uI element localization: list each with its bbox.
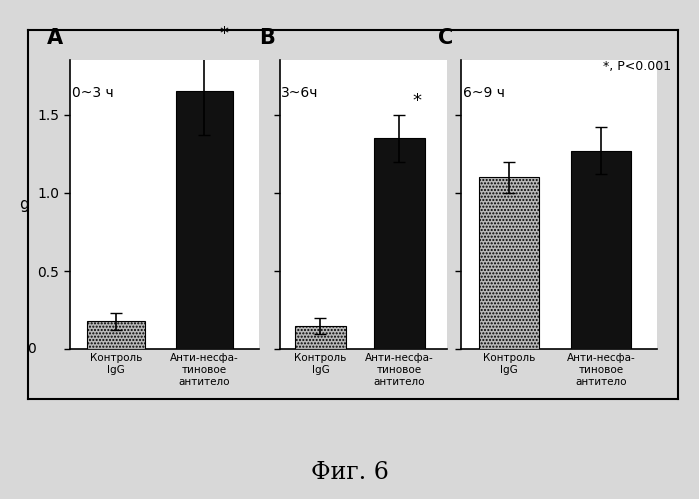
Text: *: * bbox=[412, 92, 421, 110]
Text: 0: 0 bbox=[27, 342, 36, 356]
Text: 0~3 ч: 0~3 ч bbox=[72, 86, 113, 100]
Text: *, P<0.001: *, P<0.001 bbox=[603, 60, 671, 73]
Y-axis label: g: g bbox=[19, 197, 29, 212]
Bar bbox=[374, 138, 425, 349]
Bar bbox=[480, 177, 539, 349]
Text: C: C bbox=[438, 28, 453, 48]
Text: A: A bbox=[48, 28, 64, 48]
Bar bbox=[295, 326, 346, 349]
Bar bbox=[571, 151, 630, 349]
Bar bbox=[87, 321, 145, 349]
Text: 6~9 ч: 6~9 ч bbox=[463, 86, 505, 100]
Text: 3~6ч: 3~6ч bbox=[281, 86, 319, 100]
Text: B: B bbox=[259, 28, 275, 48]
Text: Фиг. 6: Фиг. 6 bbox=[310, 461, 389, 484]
Text: *: * bbox=[219, 24, 229, 43]
Bar bbox=[175, 91, 233, 349]
